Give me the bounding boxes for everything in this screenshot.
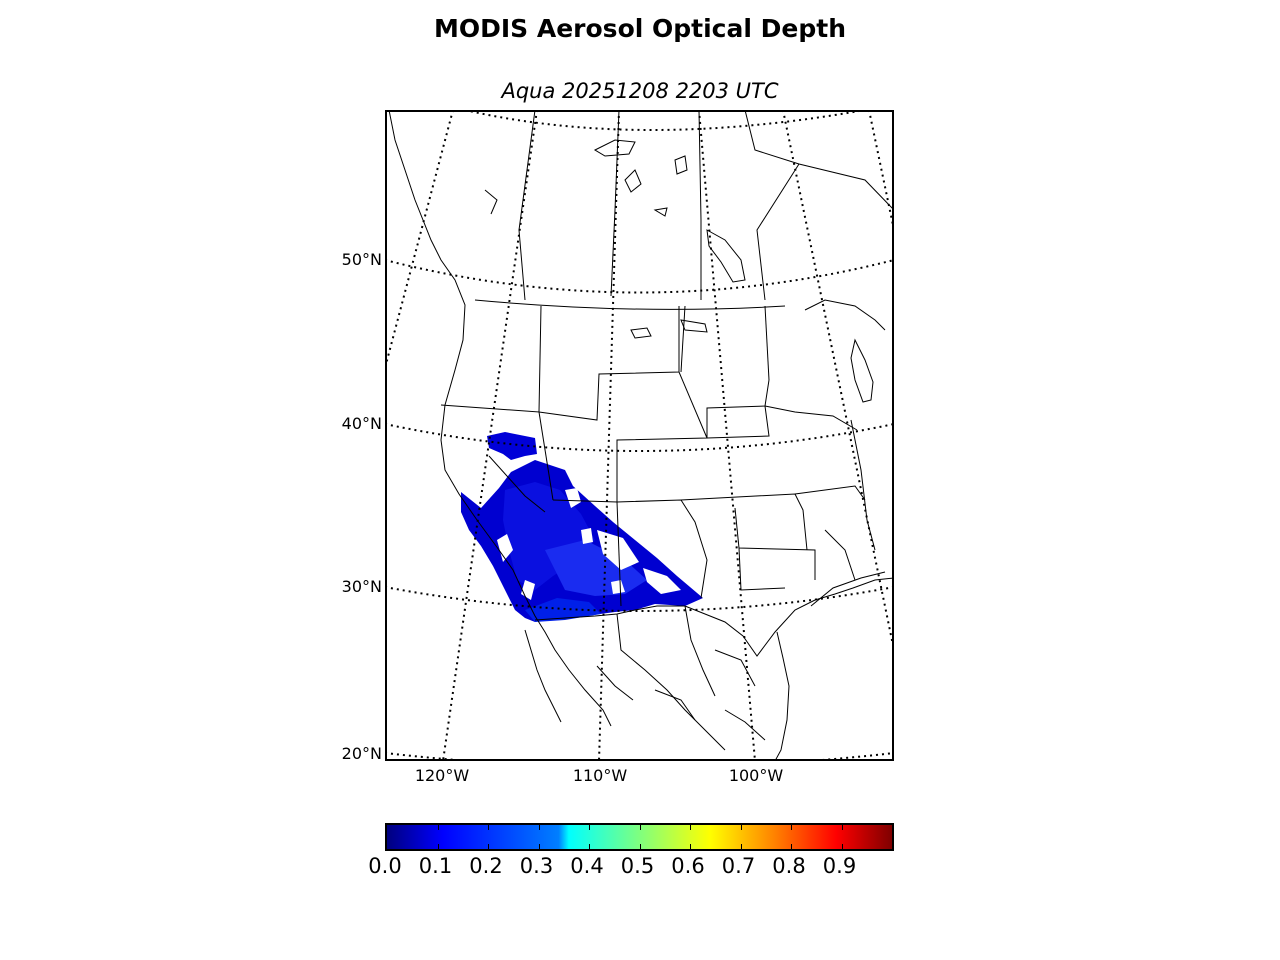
latitude-gridlines xyxy=(385,110,894,761)
longitude-gridlines xyxy=(385,110,894,761)
colorbar-tick xyxy=(437,825,439,830)
lat-label-40n: 40°N xyxy=(341,414,382,433)
colorbar-tick-label: 0.2 xyxy=(469,854,503,878)
map-canvas xyxy=(385,110,894,761)
colorbar-tick-label: 0.7 xyxy=(721,854,756,878)
figure-subtitle: Aqua 20251208 2203 UTC xyxy=(501,79,779,103)
colorbar-tick xyxy=(538,825,540,830)
lat-label-20n: 20°N xyxy=(341,744,382,763)
aod-data-overlay xyxy=(461,432,703,622)
colorbar-tick xyxy=(538,844,540,849)
colorbar-tick xyxy=(589,825,590,830)
colorbar-tick-label: 0.8 xyxy=(772,854,806,878)
colorbar-tick xyxy=(488,825,489,830)
colorbar-tick xyxy=(791,825,792,830)
lon-label-110w: 110°W xyxy=(572,766,628,785)
colorbar-tick-label: 0.0 xyxy=(368,854,402,878)
colorbar-tick xyxy=(841,825,843,830)
lat-label-50n: 50°N xyxy=(341,250,382,269)
colorbar-tick-label: 0.1 xyxy=(418,854,453,878)
lon-label-120w: 120°W xyxy=(414,766,470,785)
colorbar-tick xyxy=(690,825,691,830)
lat-label-30n: 30°N xyxy=(341,577,382,596)
colorbar-tick xyxy=(740,844,742,849)
colorbar-tick xyxy=(690,844,691,849)
colorbar-tick-label: 0.3 xyxy=(519,854,554,878)
colorbar-tick xyxy=(791,844,792,849)
figure-title: MODIS Aerosol Optical Depth xyxy=(433,14,846,43)
boundaries xyxy=(388,110,894,761)
colorbar-tick xyxy=(841,844,843,849)
colorbar xyxy=(385,823,894,851)
colorbar-tick-label: 0.6 xyxy=(671,854,705,878)
colorbar-tick-label: 0.4 xyxy=(570,854,604,878)
colorbar-tick-label: 0.5 xyxy=(620,854,655,878)
colorbar-tick xyxy=(437,844,439,849)
colorbar-tick xyxy=(639,844,641,849)
colorbar-tick xyxy=(740,825,742,830)
colorbar-tick-label: 0.9 xyxy=(822,854,857,878)
lon-label-100w: 100°W xyxy=(728,766,784,785)
colorbar-tick xyxy=(639,825,641,830)
colorbar-tick xyxy=(589,844,590,849)
map-panel xyxy=(385,110,894,761)
colorbar-tick xyxy=(488,844,489,849)
